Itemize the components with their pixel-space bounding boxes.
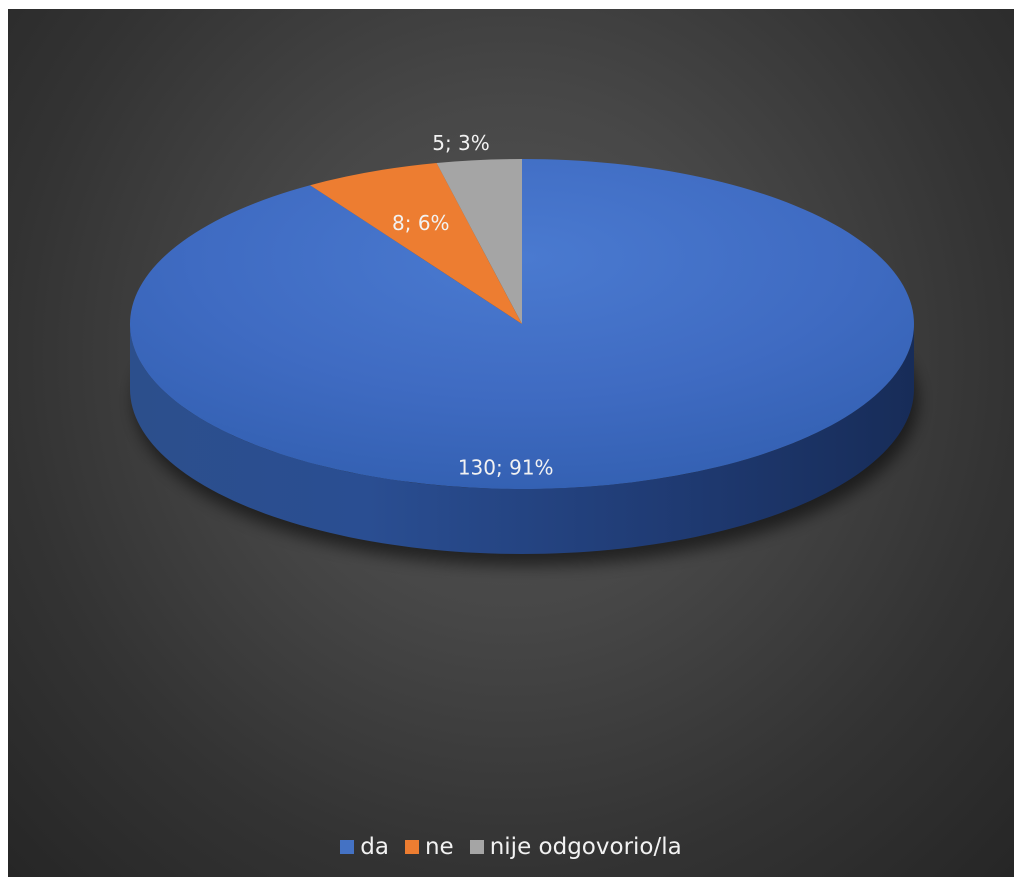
legend: da ne nije odgovorio/la <box>8 834 1014 860</box>
legend-label: nije odgovorio/la <box>489 834 682 860</box>
pie-slice-nije-odgovorio-la <box>436 159 522 324</box>
data-label-da: 130; 91% <box>458 455 554 479</box>
data-label-nije-odgovorio-la: 5; 3% <box>432 131 490 155</box>
legend-item-ne: ne <box>404 834 454 860</box>
data-label-ne: 8; 6% <box>392 211 450 235</box>
legend-swatch <box>469 840 484 854</box>
pie-chart: 130; 91% 8; 6% 5; 3% <box>129 131 918 566</box>
pie-slice-side-da <box>130 324 914 554</box>
legend-swatch <box>404 840 419 854</box>
legend-label: da <box>360 834 389 860</box>
legend-item-nije-odgovorio-la: nije odgovorio/la <box>469 834 682 860</box>
pie-slice-da <box>129 159 914 489</box>
chart-area: 130; 91% 8; 6% 5; 3% da ne nije odgovorio/la <box>8 9 1014 877</box>
pie-slice-ne <box>310 162 522 324</box>
legend-swatch <box>340 840 355 854</box>
legend-item-da: da <box>340 834 389 860</box>
legend-label: ne <box>424 834 454 860</box>
